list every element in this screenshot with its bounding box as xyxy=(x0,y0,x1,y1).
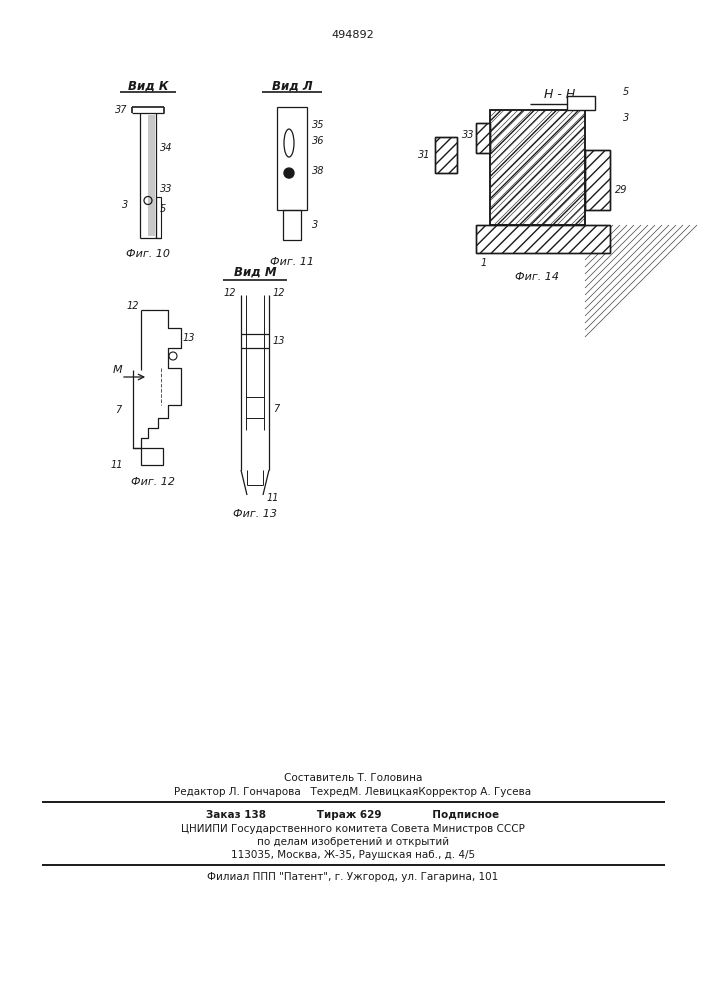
Text: Фиг. 13: Фиг. 13 xyxy=(233,509,277,519)
Text: Н - Н: Н - Н xyxy=(544,89,575,102)
Bar xyxy=(476,123,490,153)
Bar xyxy=(156,196,161,238)
Bar xyxy=(567,96,595,110)
Text: 12: 12 xyxy=(127,301,139,311)
Text: 33: 33 xyxy=(462,130,474,140)
Text: ЦНИИПИ Государственного комитета Совета Министров СССР: ЦНИИПИ Государственного комитета Совета … xyxy=(181,824,525,834)
Text: 7: 7 xyxy=(115,405,121,415)
Text: Составитель Т. Головина: Составитель Т. Головина xyxy=(284,773,422,783)
Text: Заказ 138              Тираж 629              Подписное: Заказ 138 Тираж 629 Подписное xyxy=(206,810,500,820)
Text: по делам изобретений и открытий: по делам изобретений и открытий xyxy=(257,837,449,847)
Text: М: М xyxy=(113,365,122,375)
Circle shape xyxy=(284,168,294,178)
Bar xyxy=(283,210,301,240)
Text: 11: 11 xyxy=(267,493,279,503)
Bar xyxy=(585,150,610,210)
Text: Редактор Л. Гончарова   ТехредМ. ЛевицкаяКорректор А. Гусева: Редактор Л. Гончарова ТехредМ. ЛевицкаяК… xyxy=(175,787,532,797)
Text: 13: 13 xyxy=(183,333,196,343)
Bar xyxy=(435,137,457,173)
Text: Вид Л: Вид Л xyxy=(271,80,312,93)
Bar xyxy=(490,110,585,225)
Bar xyxy=(277,107,307,210)
Text: 33: 33 xyxy=(160,184,173,194)
Text: Вид М: Вид М xyxy=(234,265,276,278)
Text: 31: 31 xyxy=(418,150,430,160)
Text: 13: 13 xyxy=(273,336,286,346)
Text: 3: 3 xyxy=(122,200,128,211)
Text: 5: 5 xyxy=(623,87,629,97)
Text: Филиал ППП "Патент", г. Ужгород, ул. Гагарина, 101: Филиал ППП "Патент", г. Ужгород, ул. Гаг… xyxy=(207,872,498,882)
Bar xyxy=(148,115,155,236)
Text: Фиг. 12: Фиг. 12 xyxy=(131,477,175,487)
Text: Вид К: Вид К xyxy=(128,80,168,93)
Bar xyxy=(476,225,610,253)
Text: 1: 1 xyxy=(481,258,487,268)
Bar xyxy=(476,225,610,253)
Text: Фиг. 14: Фиг. 14 xyxy=(515,272,559,282)
Bar xyxy=(435,137,457,173)
Text: 36: 36 xyxy=(312,136,325,146)
Text: Фиг. 11: Фиг. 11 xyxy=(270,257,314,267)
Text: 37: 37 xyxy=(115,105,127,115)
Bar xyxy=(490,110,585,225)
Text: 5: 5 xyxy=(160,204,166,214)
Text: 12: 12 xyxy=(273,288,286,298)
Bar xyxy=(585,150,610,210)
Text: 12: 12 xyxy=(223,288,236,298)
Bar xyxy=(141,448,163,465)
Text: 3: 3 xyxy=(312,220,318,230)
Bar xyxy=(476,123,490,153)
Text: 34: 34 xyxy=(160,143,173,153)
Text: 11: 11 xyxy=(110,460,123,470)
Text: 38: 38 xyxy=(312,166,325,176)
Text: Фиг. 10: Фиг. 10 xyxy=(126,249,170,259)
Text: 7: 7 xyxy=(273,404,279,414)
Text: 494892: 494892 xyxy=(332,30,375,40)
Text: 29: 29 xyxy=(615,185,628,195)
Text: 35: 35 xyxy=(312,120,325,130)
Text: 3: 3 xyxy=(623,113,629,123)
Ellipse shape xyxy=(284,129,294,157)
Text: 113035, Москва, Ж-35, Раушская наб., д. 4/5: 113035, Москва, Ж-35, Раушская наб., д. … xyxy=(231,850,475,860)
